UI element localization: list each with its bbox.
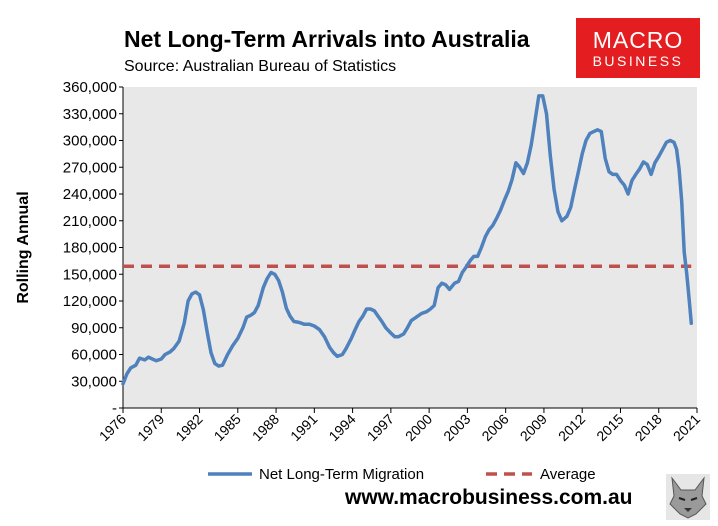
x-tick-label: 2000 [402,411,435,444]
y-tick-label: 90,000 [71,320,117,337]
y-axis-ticks: - 30,000 60,000 90,000 120,000 150,000 180,000… [63,79,123,417]
x-tick-label: 1994 [325,411,358,444]
x-tick-label: 2003 [440,411,473,444]
y-tick-label: 240,000 [63,186,117,203]
macrobusiness-logo: MACRO BUSINESS [576,18,700,78]
chart-title: Net Long-Term Arrivals into Australia [124,26,530,52]
y-tick-label: 270,000 [63,159,117,176]
y-tick-label: 330,000 [63,106,117,123]
x-tick-label: 2006 [478,411,511,444]
x-axis-ticks: 1976 1979 1982 1985 1988 1991 1994 1997 2000 2003… [96,408,703,444]
x-tick-label: 1982 [172,411,205,444]
y-tick-label: 210,000 [63,213,117,230]
footer-url: www.macrobusiness.com.au [345,486,633,509]
y-axis-label: Rolling Annual [15,191,32,303]
x-tick-label: 2009 [517,411,550,444]
series-group [121,94,694,386]
plot-area [123,87,697,408]
y-tick-label: 300,000 [63,133,117,150]
x-tick-label: 1985 [211,411,244,444]
x-tick-label: 1991 [287,411,320,444]
y-tick-label: 60,000 [71,347,117,364]
x-tick-label: 1976 [96,411,129,444]
x-tick-label: 2015 [593,411,626,444]
y-tick-label: 150,000 [63,266,117,283]
legend-label-average: Average [540,466,596,483]
logo-line-2: BUSINESS [592,53,684,69]
net-migration-line [121,94,694,386]
x-tick-label: 1979 [134,411,167,444]
logo-line-1: MACRO [592,27,684,53]
legend: Net Long-Term Migration Average [208,466,596,483]
x-tick-label: 2021 [670,411,703,444]
y-tick-label: 360,000 [63,79,117,96]
legend-label-migration: Net Long-Term Migration [259,466,424,483]
x-tick-label: 1988 [249,411,282,444]
wolf-logo-icon [666,474,710,520]
y-tick-label: 120,000 [63,293,117,310]
x-tick-label: 1997 [364,411,397,444]
x-tick-label: 2012 [555,411,588,444]
y-tick-label: - [112,400,117,417]
y-tick-label: 180,000 [63,240,117,257]
x-tick-label: 2018 [632,411,665,444]
y-tick-label: 30,000 [71,373,117,390]
chart-subtitle: Source: Australian Bureau of Statistics [124,58,397,75]
